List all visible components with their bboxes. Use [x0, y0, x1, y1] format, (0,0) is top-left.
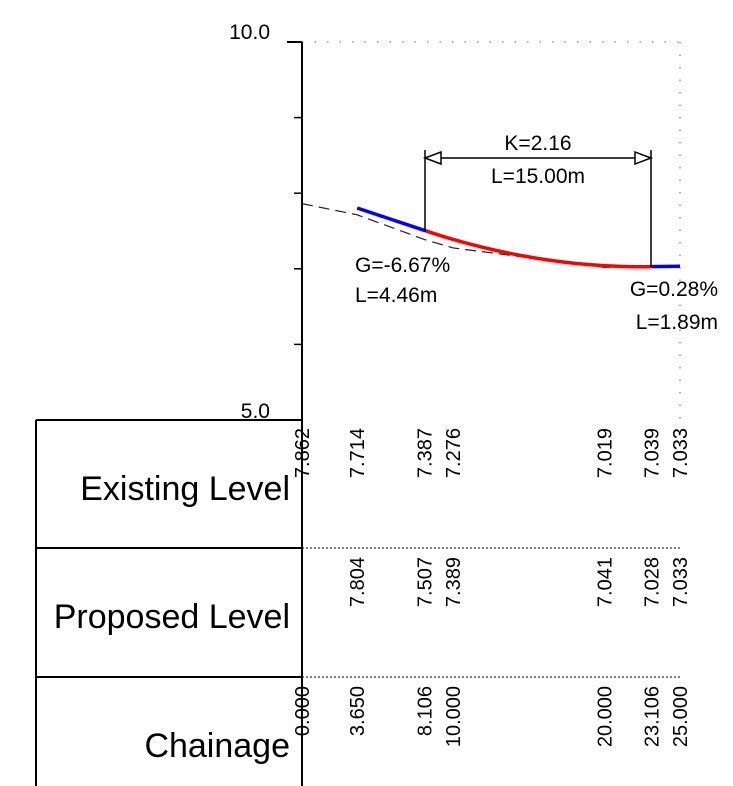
proposed-tangent-in: [356, 206, 426, 233]
row-label-existing-level: Existing Level: [80, 470, 290, 508]
existing-level-value: 7.019: [594, 428, 616, 478]
grade-out-label: G=0.28%: [630, 278, 718, 301]
row-label-chainage: Chainage: [144, 727, 290, 765]
proposed-level-value: 7.041: [594, 557, 616, 607]
grade-out-length-label: L=1.89m: [636, 311, 718, 334]
existing-level-value: 7.387: [415, 428, 437, 478]
proposed-vertical-curve: [424, 228, 652, 269]
chainage-value: 23.106: [641, 686, 663, 747]
chainage-value: 10.000: [443, 686, 465, 747]
grade-in-length-label: L=4.46m: [355, 284, 437, 307]
chainage-value: 8.106: [415, 686, 437, 736]
chainage-value: 20.000: [594, 686, 616, 747]
existing-level-value: 7.862: [292, 428, 314, 478]
curve-length-label: L=15.00m: [491, 165, 585, 188]
axis-min-label: 5.0: [241, 400, 270, 423]
chainage-value: 0.000: [292, 686, 314, 736]
axis-minor-ticks: [294, 116, 302, 346]
proposed-level-value: 7.804: [347, 557, 369, 607]
curve-dimension: K=2.16 L=15.00m: [422, 132, 654, 267]
existing-level-value: 7.714: [347, 428, 369, 478]
dimension-arrow-left-icon: [422, 150, 442, 166]
chainage-value: 3.650: [347, 686, 369, 736]
axis-max-label: 10.0: [229, 21, 270, 44]
proposed-level-value: 7.033: [670, 557, 692, 607]
proposed-level-value: 7.028: [641, 557, 663, 607]
existing-level-value: 7.033: [670, 428, 692, 478]
data-table: Existing Level Proposed Level Chainage: [35, 419, 680, 786]
existing-level-value: 7.039: [641, 428, 663, 478]
table-values: 7.862 7.714 7.387 7.276 7.019 7.039 7.033 7.804…: [292, 428, 692, 747]
grade-in-label: G=-6.67%: [355, 254, 450, 277]
existing-level-value: 7.276: [443, 428, 465, 478]
chainage-value: 25.000: [670, 686, 692, 747]
proposed-level-value: 7.507: [415, 557, 437, 607]
proposed-level-value: 7.389: [443, 557, 465, 607]
row-label-proposed-level: Proposed Level: [54, 598, 290, 636]
curve-k-label: K=2.16: [504, 132, 571, 155]
dimension-arrow-right-icon: [634, 150, 654, 166]
